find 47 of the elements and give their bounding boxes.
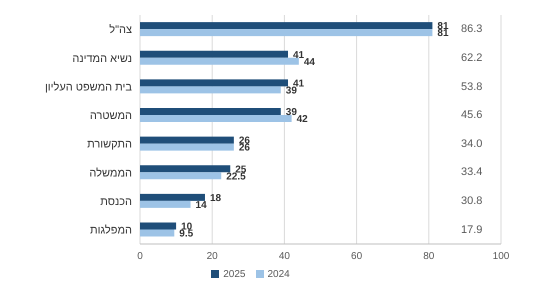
data-label: 39 [286,85,298,96]
x-tick-label: 40 [278,251,290,262]
annotation: 34.0 [461,136,482,151]
y-tick-label: בית המשפט העליון [44,81,132,94]
annotation: 33.4 [461,165,482,180]
bar [140,115,292,122]
annotation: 30.8 [461,194,482,208]
x-tick-label: 100 [492,251,510,262]
bar [140,200,191,208]
bar [140,144,234,151]
bar [140,222,176,230]
bar [140,50,288,58]
annotation: 62.2 [461,50,482,65]
data-label: 39 [286,107,298,118]
bar [140,108,281,116]
data-label: 41 [293,50,305,61]
annotation: 17.9 [461,222,482,237]
annotation: 45.6 [461,108,482,122]
y-tick-label: המשטרה [90,110,132,122]
bar [140,58,299,65]
bar [140,22,432,30]
y-tick-label: המפלגות [90,224,132,237]
bar [140,29,432,36]
bar [140,165,230,172]
x-tick-label: 80 [423,251,435,262]
data-label: 42 [296,114,308,126]
legend-label: 2024 [268,269,290,280]
bar [140,86,281,94]
x-tick-label: 0 [137,251,144,262]
data-label: 44 [304,56,316,68]
y-tick-label: צה"ל [109,24,132,36]
data-label: 14 [196,200,208,211]
bar [140,230,174,237]
bar [140,172,222,180]
legend-label: 2025 [223,269,246,280]
bar [140,194,205,201]
bar [140,79,288,86]
y-tick-label: הכנסת [100,196,132,208]
data-label: 18 [210,192,222,204]
x-tick-label: 20 [206,251,218,262]
bar [140,136,234,144]
annotation: 86.3 [461,22,482,36]
annotation: 53.8 [461,80,482,94]
y-tick-label: הממשלה [89,167,132,180]
x-tick-label: 60 [351,251,363,262]
y-tick-label: התקשורת [87,138,132,151]
y-tick-label: נשיא המדינה [72,52,132,65]
